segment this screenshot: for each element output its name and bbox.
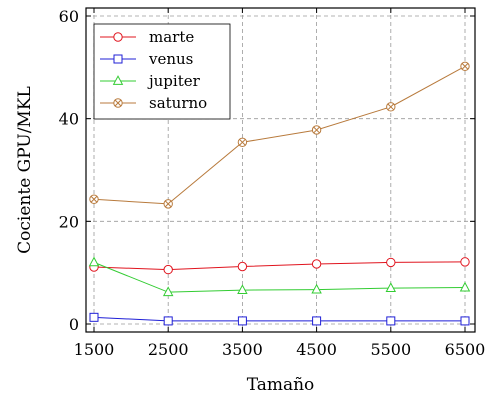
marte-line <box>93 261 466 271</box>
x-axis-label: Tamaño <box>247 375 315 395</box>
venus-point <box>237 316 247 326</box>
legend-label: venus <box>148 50 193 68</box>
venus-line <box>93 316 465 322</box>
y-tick-label: 60 <box>59 7 79 26</box>
y-axis-label: Cociente GPU/MKL <box>15 86 35 254</box>
marte-point <box>237 261 248 272</box>
venus-point <box>312 316 322 326</box>
y-tick-label: 40 <box>59 110 79 129</box>
x-tick-label: 4500 <box>296 340 337 359</box>
series-venus <box>89 312 470 326</box>
plot-frame <box>85 7 476 333</box>
jupiter-point <box>237 284 248 295</box>
series-marte <box>89 257 470 275</box>
series-layer <box>88 61 471 326</box>
x-tick-label: 6500 <box>445 340 485 359</box>
legend-item-saturno: saturno <box>100 94 207 112</box>
jupiter-point <box>162 286 174 297</box>
venus-point <box>460 316 470 326</box>
legend-label: saturno <box>149 94 207 112</box>
saturno-point <box>460 61 470 72</box>
legend-marker <box>113 98 123 108</box>
legend-label: jupiter <box>147 72 201 90</box>
marte-point <box>311 259 322 269</box>
legend-marker <box>112 75 124 85</box>
jupiter-point <box>459 281 471 292</box>
jupiter-point <box>385 282 397 292</box>
jupiter-line <box>93 261 466 293</box>
axis-ticks: 1500 2500 3500 4500 5500 6500 0 20 40 60 <box>59 7 485 359</box>
venus-point <box>386 316 396 326</box>
legend-item-marte: marte <box>100 28 194 46</box>
legend: marte venus jupiter saturno <box>93 23 231 120</box>
venus-point <box>163 316 173 326</box>
saturno-point <box>386 102 396 112</box>
saturno-point <box>89 194 99 204</box>
x-tick-label: 2500 <box>148 340 189 359</box>
legend-label: marte <box>149 28 194 46</box>
legend-item-venus: venus <box>100 50 193 68</box>
legend-marker <box>113 54 123 64</box>
series-saturno <box>89 61 470 209</box>
legend-item-jupiter: jupiter <box>100 72 201 90</box>
x-tick-label: 5500 <box>370 340 411 359</box>
venus-point <box>89 312 99 322</box>
y-tick-label: 0 <box>69 315 79 334</box>
marte-point <box>163 264 173 275</box>
jupiter-point <box>311 283 322 294</box>
series-jupiter <box>88 256 471 297</box>
jupiter-point <box>88 256 100 267</box>
x-tick-label: 1500 <box>74 340 115 359</box>
marte-point <box>386 257 396 268</box>
saturno-point <box>237 137 248 147</box>
saturno-point <box>163 199 173 209</box>
legend-marker <box>113 32 123 42</box>
marte-point <box>460 257 470 267</box>
x-tick-label: 3500 <box>222 340 263 359</box>
saturno-line <box>93 65 466 205</box>
saturno-point <box>311 125 322 135</box>
y-tick-label: 20 <box>59 212 79 231</box>
